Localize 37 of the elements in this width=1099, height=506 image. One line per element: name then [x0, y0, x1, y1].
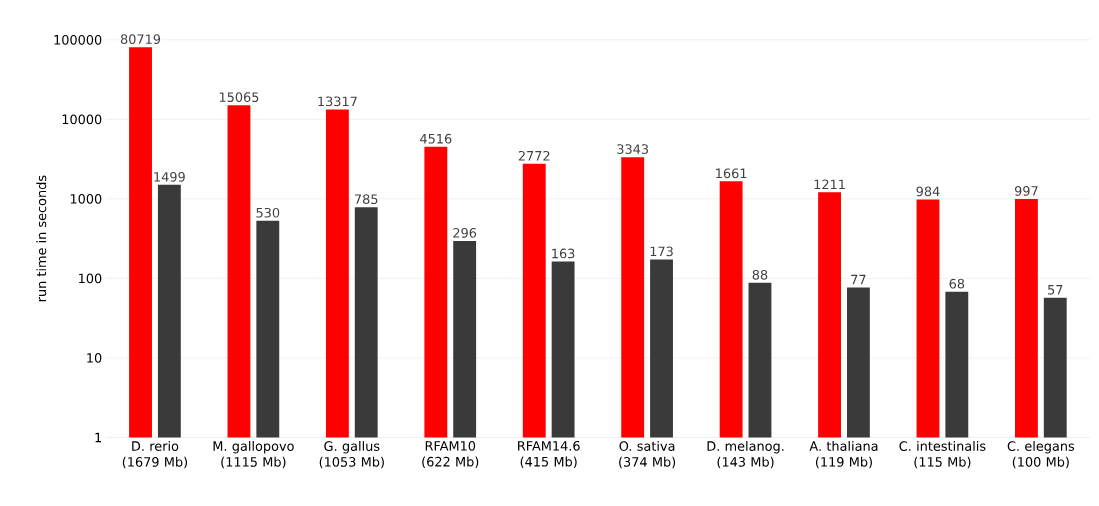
- y-tick-label: 10: [87, 353, 102, 363]
- data-label: 997: [1014, 186, 1038, 196]
- data-label: 3343: [617, 144, 649, 154]
- x-tick-label: C. elegans (100 Mb): [1007, 440, 1075, 469]
- data-label: 785: [355, 194, 378, 205]
- x-tick-label: D. rerio (1679 Mb): [122, 440, 188, 469]
- y-axis-title: run time in seconds: [36, 175, 47, 302]
- data-label: 1211: [814, 179, 845, 190]
- x-tick-label: C. intestinalis (115 Mb): [899, 440, 986, 469]
- y-tick-label: 100: [79, 273, 102, 284]
- data-label: 2772: [518, 150, 550, 161]
- data-label: 77: [851, 274, 866, 285]
- x-tick-label: M. gallopovo (1115 Mb): [213, 440, 294, 469]
- data-label: 57: [1048, 285, 1063, 295]
- data-label: 4516: [420, 133, 452, 144]
- x-tick-label: O. sativa (374 Mb): [619, 440, 676, 469]
- data-label: 13317: [318, 96, 357, 107]
- data-label: 173: [650, 246, 673, 257]
- data-label: 163: [552, 248, 575, 259]
- data-label: 68: [949, 278, 965, 289]
- x-tick-label: RFAM10 (622 Mb): [422, 440, 479, 469]
- x-tick-label: A. thaliana (119 Mb): [809, 440, 878, 469]
- y-tick-label: 100000: [54, 34, 102, 45]
- data-label: 1499: [154, 171, 185, 182]
- data-label: 88: [752, 269, 768, 280]
- data-label: 80719: [120, 34, 161, 44]
- data-label: 296: [453, 227, 477, 238]
- y-tick-label: 1: [95, 432, 102, 443]
- x-tick-label: G. gallus (1053 Mb): [319, 440, 384, 469]
- x-tick-label: RFAM14.6 (415 Mb): [518, 440, 580, 469]
- data-label: 1661: [716, 168, 747, 179]
- x-tick-label: D. melanog. (143 Mb): [707, 440, 784, 469]
- data-label: 530: [256, 207, 280, 218]
- data-label: 984: [916, 186, 940, 197]
- data-label: 15065: [219, 92, 259, 102]
- y-tick-label: 10000: [62, 114, 102, 125]
- y-tick-label: 1000: [70, 193, 102, 204]
